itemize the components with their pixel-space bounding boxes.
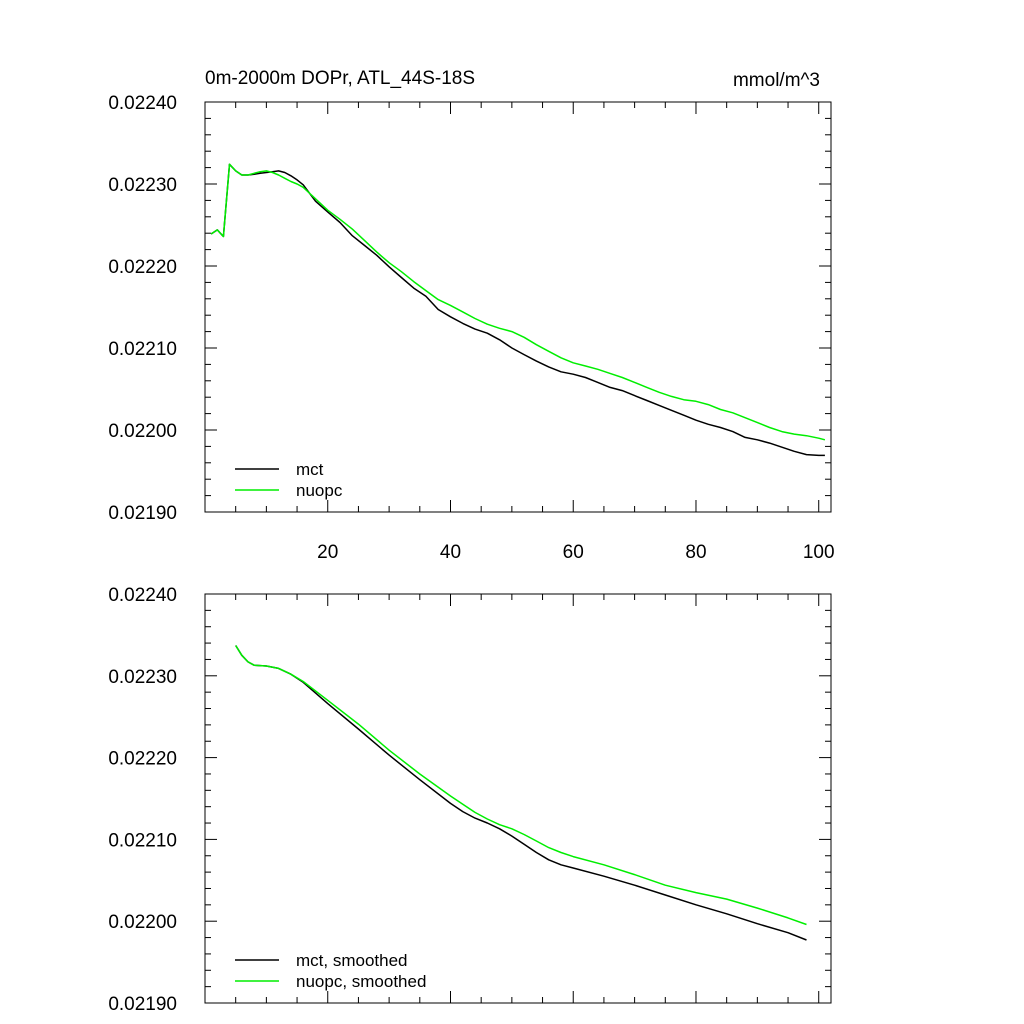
chart-title: 0m-2000m DOPr, ATL_44S-18S xyxy=(205,68,475,89)
y-tick-label: 0.02200 xyxy=(108,912,177,933)
series-line-mct-smoothed xyxy=(235,645,807,941)
y-tick-label: 0.02210 xyxy=(108,830,177,851)
y-tick-label: 0.02240 xyxy=(108,585,177,606)
legend-label-mct-smoothed: mct, smoothed xyxy=(296,951,408,970)
y-tick-label: 0.02220 xyxy=(108,257,177,278)
y-tick-label: 0.02190 xyxy=(108,994,177,1015)
top-y-axis: 0.02190 0.02200 0.02210 0.02220 0.02230 0.022… xyxy=(108,93,831,524)
series-line-nuopc xyxy=(210,163,826,441)
top-series xyxy=(210,163,826,457)
bottom-panel: 0.02190 0.02200 0.02210 0.02220 0.02230 0.022… xyxy=(108,585,832,1015)
x-tick-label: 20 xyxy=(317,542,338,563)
x-tick-label: 40 xyxy=(440,542,461,563)
x-tick-label: 60 xyxy=(563,542,584,563)
legend-label-nuopc: nuopc xyxy=(296,481,343,500)
bottom-x-axis xyxy=(235,594,820,1003)
bottom-legend: mct, smoothed nuopc, smoothed xyxy=(235,951,426,991)
top-plot-frame xyxy=(204,101,832,513)
y-tick-label: 0.02240 xyxy=(108,93,177,114)
legend-label-nuopc-smoothed: nuopc, smoothed xyxy=(296,972,426,991)
bottom-series xyxy=(235,645,807,941)
top-x-axis: 20 40 60 80 100 xyxy=(235,102,835,563)
y-tick-label: 0.02230 xyxy=(108,175,177,196)
bottom-plot-frame xyxy=(204,593,832,1004)
series-line-nuopc-smoothed xyxy=(235,645,807,926)
series-line-mct xyxy=(210,163,825,457)
x-tick-label: 100 xyxy=(803,542,835,563)
y-tick-label: 0.02230 xyxy=(108,667,177,688)
y-tick-label: 0.02210 xyxy=(108,339,177,360)
y-tick-label: 0.02200 xyxy=(108,421,177,442)
bottom-y-axis: 0.02190 0.02200 0.02210 0.02220 0.02230 0.022… xyxy=(108,585,831,1015)
x-tick-label: 80 xyxy=(685,542,706,563)
y-tick-label: 0.02220 xyxy=(108,749,177,770)
top-panel: 0m-2000m DOPr, ATL_44S-18S mmol/m^3 0.02… xyxy=(108,68,834,563)
top-legend: mct nuopc xyxy=(235,460,343,500)
y-tick-label: 0.02190 xyxy=(108,503,177,524)
units-label: mmol/m^3 xyxy=(733,70,820,91)
legend-label-mct: mct xyxy=(296,460,324,479)
